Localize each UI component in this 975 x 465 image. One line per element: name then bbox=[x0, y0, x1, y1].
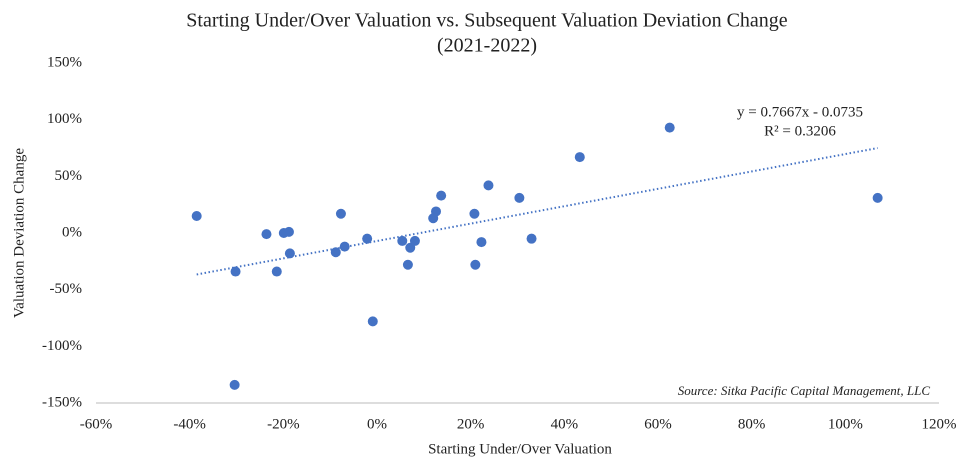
y-tick-label: 0% bbox=[62, 224, 82, 240]
point bbox=[261, 229, 272, 240]
point bbox=[230, 266, 241, 277]
y-tick-label: 150% bbox=[47, 54, 82, 70]
point bbox=[476, 237, 487, 248]
point bbox=[339, 241, 350, 252]
y-tick-label: -50% bbox=[50, 281, 83, 297]
x-tick-label: 0% bbox=[367, 416, 387, 432]
y-tick-label: 50% bbox=[55, 168, 83, 184]
point bbox=[229, 379, 240, 390]
point bbox=[362, 233, 373, 244]
point bbox=[872, 192, 883, 203]
point bbox=[367, 316, 378, 327]
point bbox=[271, 266, 282, 277]
point bbox=[402, 259, 413, 270]
point bbox=[431, 206, 442, 217]
point bbox=[436, 190, 447, 201]
point bbox=[284, 248, 295, 259]
point bbox=[330, 247, 341, 258]
x-tick-label: 60% bbox=[644, 416, 672, 432]
point bbox=[514, 192, 525, 203]
y-tick-label: 100% bbox=[47, 111, 82, 127]
x-tick-label: -60% bbox=[80, 416, 113, 432]
x-tick-label: 80% bbox=[738, 416, 766, 432]
point bbox=[470, 259, 481, 270]
x-tick-label: -40% bbox=[173, 416, 206, 432]
point bbox=[283, 226, 294, 237]
x-axis-title: Starting Under/Over Valuation bbox=[428, 441, 612, 457]
point bbox=[664, 122, 675, 133]
point bbox=[526, 233, 537, 244]
y-tick-label: -100% bbox=[42, 338, 82, 354]
point bbox=[191, 211, 202, 221]
x-tick-label: 40% bbox=[551, 416, 579, 432]
point bbox=[574, 152, 585, 163]
point bbox=[397, 235, 408, 246]
point bbox=[335, 208, 346, 219]
x-tick-label: 20% bbox=[457, 416, 485, 432]
chart-subtitle: (2021-2022) bbox=[437, 35, 537, 57]
y-tick-label: -150% bbox=[42, 394, 82, 410]
x-tick-label: -20% bbox=[267, 416, 300, 432]
point bbox=[409, 235, 420, 246]
x-tick-label: 100% bbox=[828, 416, 863, 432]
source-note: Source: Sitka Pacific Capital Management… bbox=[678, 383, 931, 398]
y-axis-title: Valuation Deviation Change bbox=[11, 148, 27, 318]
trend-equation: y = 0.7667x - 0.0735 bbox=[737, 104, 863, 120]
x-tick-label: 120% bbox=[922, 416, 957, 432]
r-squared: R² = 0.3206 bbox=[764, 123, 836, 139]
chart-title: Starting Under/Over Valuation vs. Subseq… bbox=[186, 10, 788, 32]
point bbox=[483, 180, 494, 191]
trendline bbox=[196, 147, 878, 276]
point bbox=[469, 208, 480, 219]
